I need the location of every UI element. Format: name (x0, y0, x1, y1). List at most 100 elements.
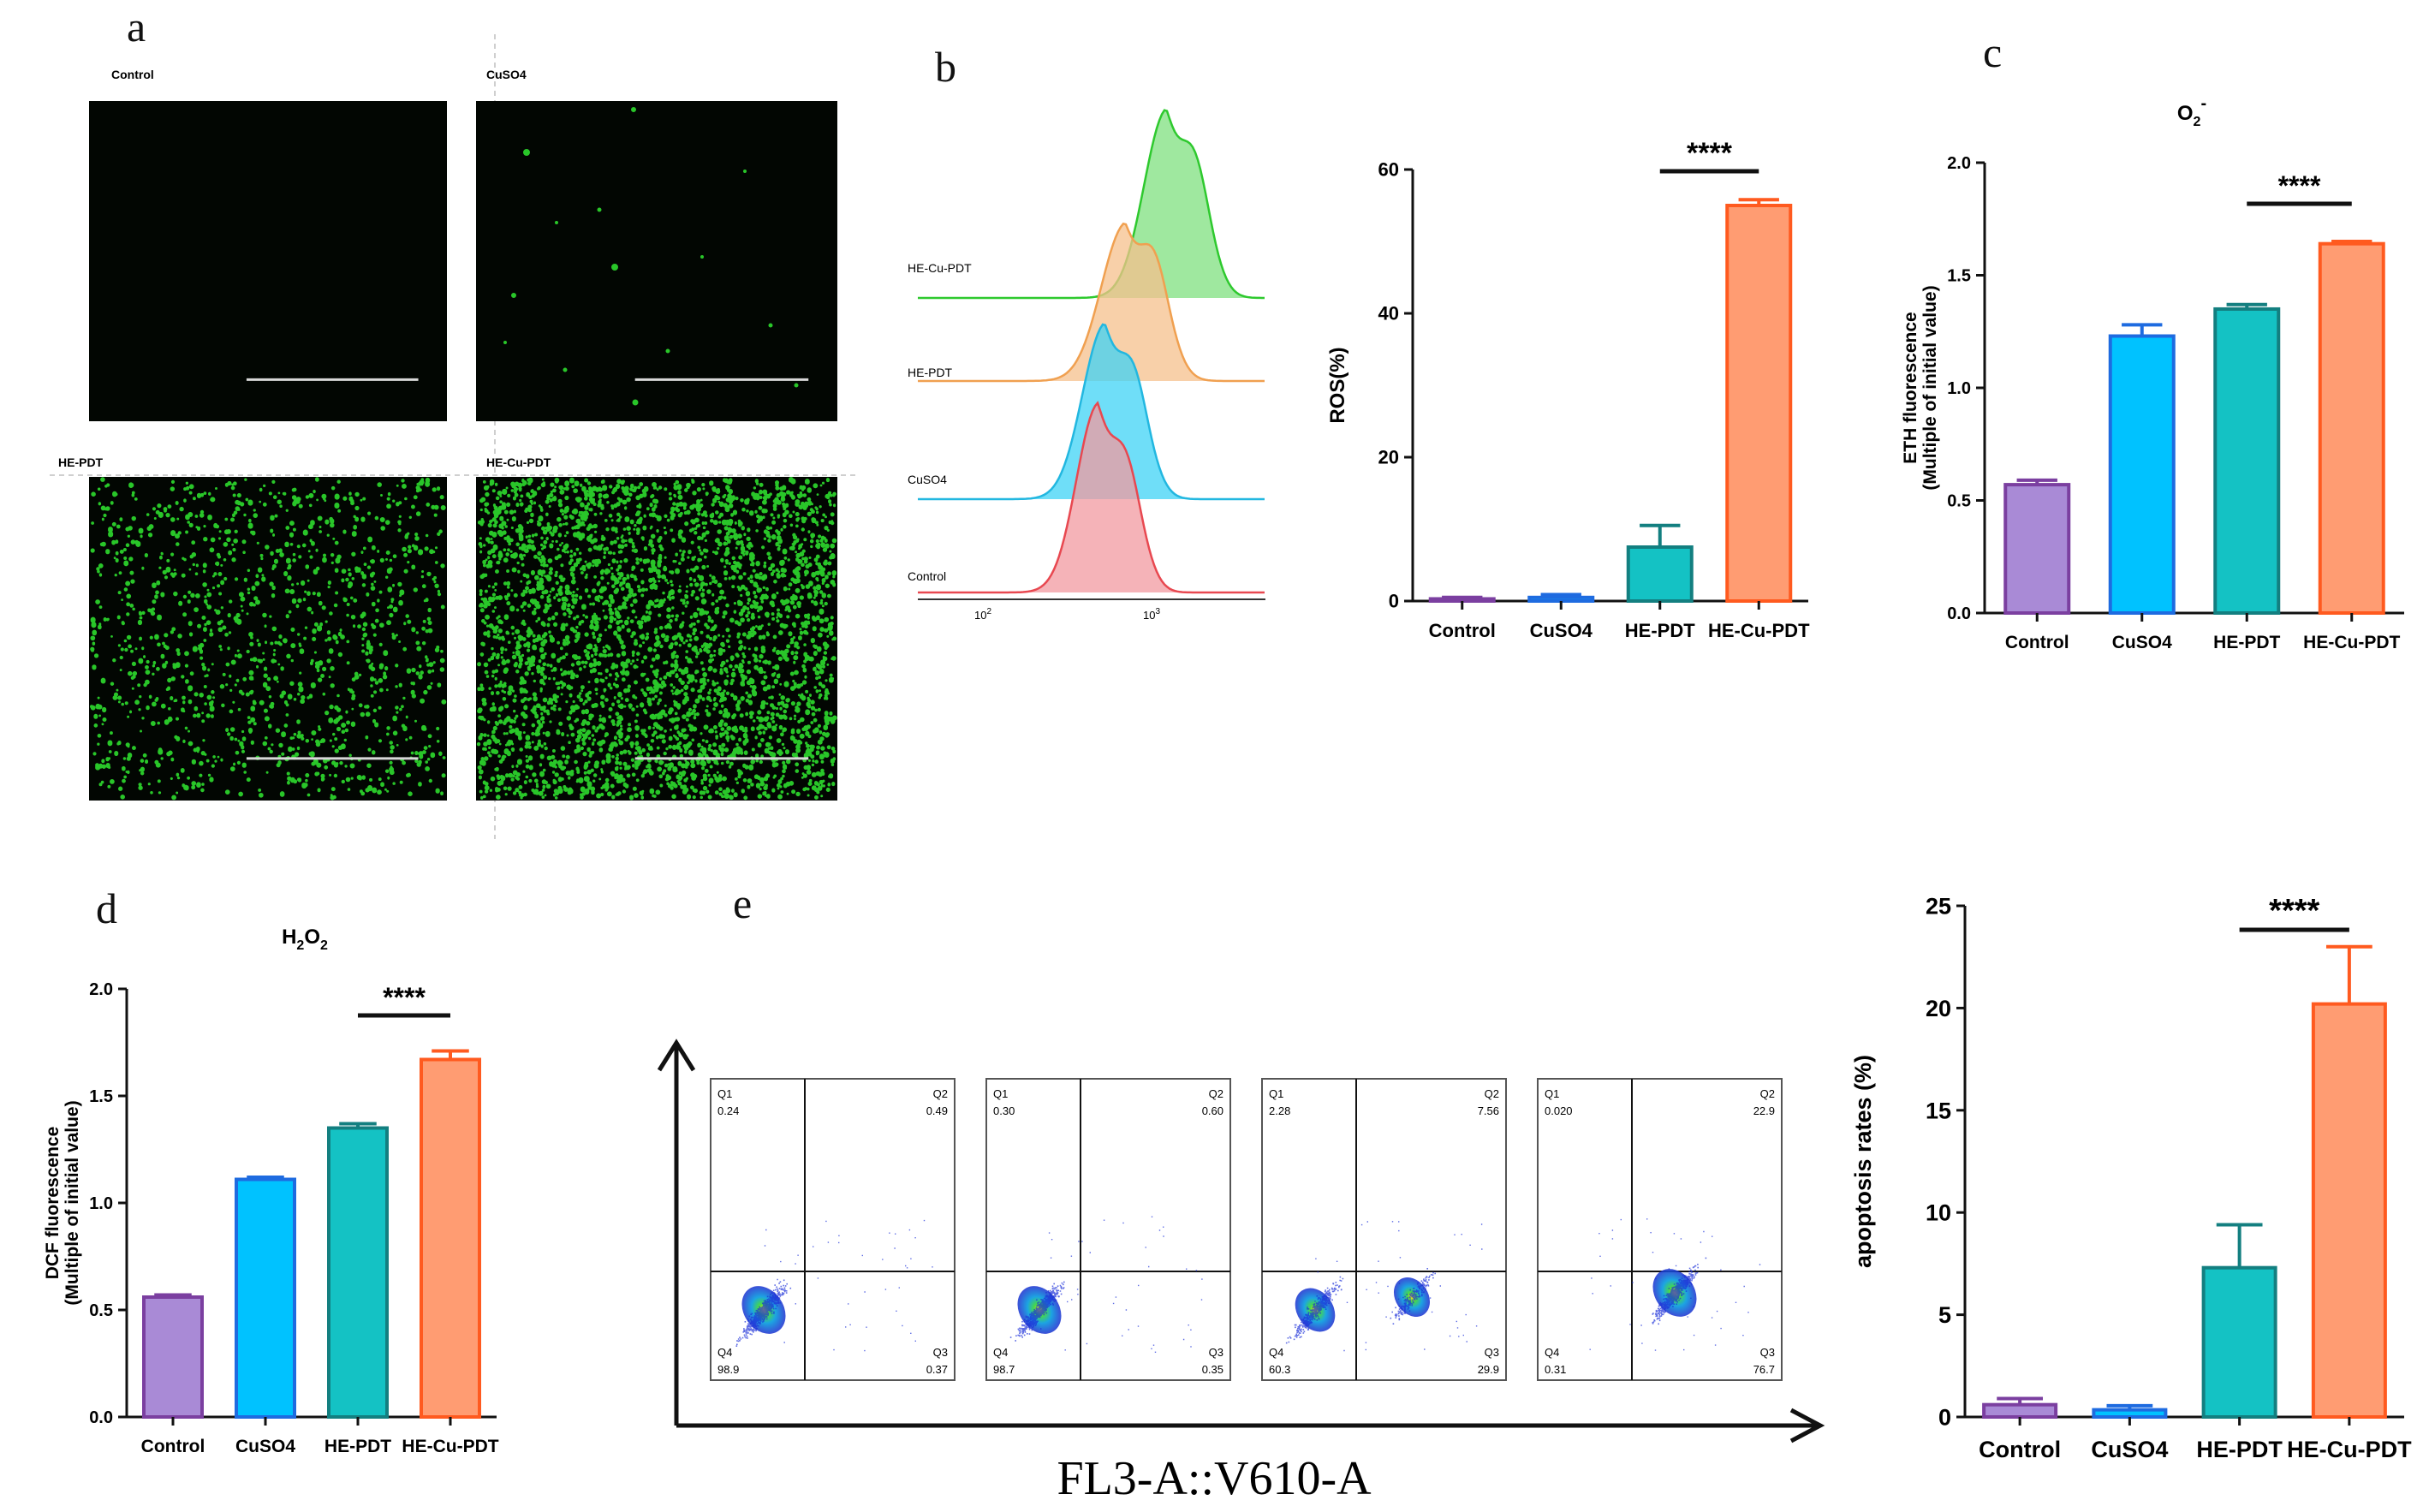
panel-letter-c: c (1983, 28, 2002, 76)
histogram-fill (976, 402, 1265, 592)
x-category-label: Control (1979, 1437, 2061, 1462)
bar-control (2003, 483, 2071, 616)
quadrant-q1-value: 0.24 (717, 1104, 739, 1117)
event-dots (1009, 1216, 1203, 1353)
bar-he-pdt (2201, 1265, 2277, 1420)
histogram-line (918, 401, 1265, 594)
y-tick-label: 0.5 (89, 1301, 113, 1320)
histogram-label: HE-PDT (908, 366, 953, 379)
micrograph-he-cu-pdt (476, 476, 837, 801)
x-category-label: HE-Cu-PDT (402, 1437, 498, 1456)
micrograph-panel: Control CuSO4 HE-PDT HE-Cu-PDT (50, 34, 856, 839)
flow-plot-1: Q1 0.24 Q2 0.49 Q4 98.9 Q3 0.37 (710, 1078, 956, 1381)
flow-plot-4: Q1 0.020 Q2 22.9 Q4 0.31 Q3 76.7 (1537, 1078, 1783, 1381)
histogram-trace-cuso4: CuSO4 (908, 323, 1265, 501)
flow-plot-frame (1537, 1078, 1783, 1381)
quadrant-q1-value: 0.020 (1545, 1104, 1573, 1117)
histogram-trace-he-pdt: HE-PDT (908, 222, 1265, 383)
chart-title: H2O2 (282, 926, 328, 953)
superoxide-bar-chart: 0.0 0.5 1.0 1.5 2.0 Control CuSO4 HE-PDT HE-Cu-P… (1901, 94, 2404, 652)
bar-he-pdt (1626, 545, 1694, 603)
y-tick-label: 10 (1926, 1200, 1951, 1226)
x-category-label: Control (141, 1437, 205, 1456)
apoptosis-bar-chart: 0 5 10 15 20 25 Control CuSO4 HE-PDT HE-Cu-PDT ***… (1850, 893, 2412, 1462)
bar-he-cu-pdt (2318, 241, 2385, 615)
panel-letter-e: e (733, 879, 752, 927)
quadrant-q1-name: Q1 (1269, 1087, 1283, 1100)
y-tick-label: 1.0 (89, 1194, 113, 1213)
bar-he-pdt (2213, 307, 2281, 615)
fluorescent-cells (476, 476, 837, 801)
significance-stars: **** (383, 982, 426, 1013)
quadrant-q4-name: Q4 (1269, 1346, 1283, 1359)
chart-title: O2 - (2177, 94, 2206, 129)
bar-he-pdt (327, 1126, 389, 1419)
x-category-label: HE-PDT (324, 1437, 391, 1456)
y-tick-label: 20 (1926, 996, 1951, 1021)
x-category-label: Control (2005, 633, 2069, 652)
micrograph-label-hepdt: HE-PDT (58, 455, 104, 469)
y-tick-label: 1.0 (1947, 379, 1971, 398)
x-category-label: CuSO4 (2091, 1437, 2168, 1462)
chart-title-part: - (2200, 94, 2206, 113)
x-category-label: HE-Cu-PDT (2303, 633, 2400, 652)
histogram-trace-he-cu-pdt: HE-Cu-PDT (908, 109, 1265, 300)
y-tick-label: 0.5 (1947, 492, 1971, 511)
micrograph-background (89, 101, 447, 421)
x-category-label: HE-PDT (1625, 620, 1695, 641)
fluorescence-histogram: HE-Cu-PDT HE-PDT CuSO4 Control 102 103 (908, 109, 1265, 622)
micrograph-cuso4 (476, 101, 837, 421)
flow-plot-frame (985, 1078, 1231, 1381)
y-tick-label: 0.0 (1947, 604, 1971, 623)
quadrant-q1-value: 0.30 (993, 1104, 1015, 1117)
histogram-fill (1027, 223, 1265, 381)
significance-stars: **** (1687, 137, 1733, 170)
chart-title-part: 2 (296, 938, 304, 953)
quadrant-q4-value: 98.7 (993, 1363, 1015, 1376)
panel-letter-b: b (935, 43, 956, 91)
quadrant-q2-value: 22.9 (1753, 1104, 1775, 1117)
y-axis-label: DCF fluorescence(Multiple of initial val… (43, 1100, 82, 1305)
significance-stars: **** (2269, 893, 2319, 929)
quadrant-q3-value: 29.9 (1478, 1363, 1499, 1376)
event-dots (1589, 1218, 1761, 1351)
histogram-label: Control (908, 569, 946, 583)
quadrant-q2-name: Q2 (1760, 1087, 1775, 1100)
x-category-label: HE-Cu-PDT (2287, 1437, 2412, 1462)
y-tick-label: 2.0 (1947, 154, 1971, 173)
quadrant-q4-name: Q4 (993, 1346, 1008, 1359)
quadrant-q1-name: Q1 (993, 1087, 1008, 1100)
y-axis-label: apoptosis rates (%) (1850, 1055, 1876, 1268)
x-category-label: CuSO4 (1530, 620, 1593, 641)
chart-title-part: O (304, 926, 320, 949)
micrograph-background (476, 101, 837, 421)
quadrant-q3-name: Q3 (1760, 1346, 1775, 1359)
chart-title-part: 2 (2194, 115, 2201, 129)
quadrant-q2-name: Q2 (1209, 1087, 1223, 1100)
y-tick-label: 25 (1926, 893, 1951, 919)
panel-letter-a: a (127, 3, 146, 51)
flow-plot-2: Q1 0.30 Q2 0.60 Q4 98.7 Q3 0.35 (985, 1078, 1231, 1381)
quadrant-q3-value: 0.35 (1202, 1363, 1223, 1376)
quadrant-q1-name: Q1 (717, 1087, 732, 1100)
event-dots (735, 1219, 933, 1352)
quadrant-q3-name: Q3 (1485, 1346, 1499, 1359)
flow-plot-3: Q1 2.28 Q2 7.56 Q4 60.3 Q3 29.9 (1261, 1078, 1507, 1381)
histogram-line (918, 222, 1265, 383)
panel-letter-d: d (96, 884, 117, 932)
y-tick-label: 0 (1938, 1404, 1951, 1430)
y-tick-label: 1.5 (1947, 267, 1971, 286)
quadrant-q3-value: 76.7 (1753, 1363, 1775, 1376)
quadrant-q4-name: Q4 (717, 1346, 732, 1359)
bar-cuso4 (2108, 334, 2176, 615)
x-category-label: Control (1429, 620, 1496, 641)
bar-cuso4 (235, 1177, 296, 1419)
x-category-label: CuSO4 (2112, 633, 2172, 652)
quadrant-q4-value: 60.3 (1269, 1363, 1290, 1376)
chart-title-part: 2 (320, 938, 328, 953)
chart-title-part: O (2177, 102, 2194, 125)
quadrant-q3-value: 0.37 (926, 1363, 948, 1376)
micrograph-label-hecupdt: HE-Cu-PDT (486, 455, 551, 469)
bar-he-cu-pdt (2311, 1002, 2387, 1420)
